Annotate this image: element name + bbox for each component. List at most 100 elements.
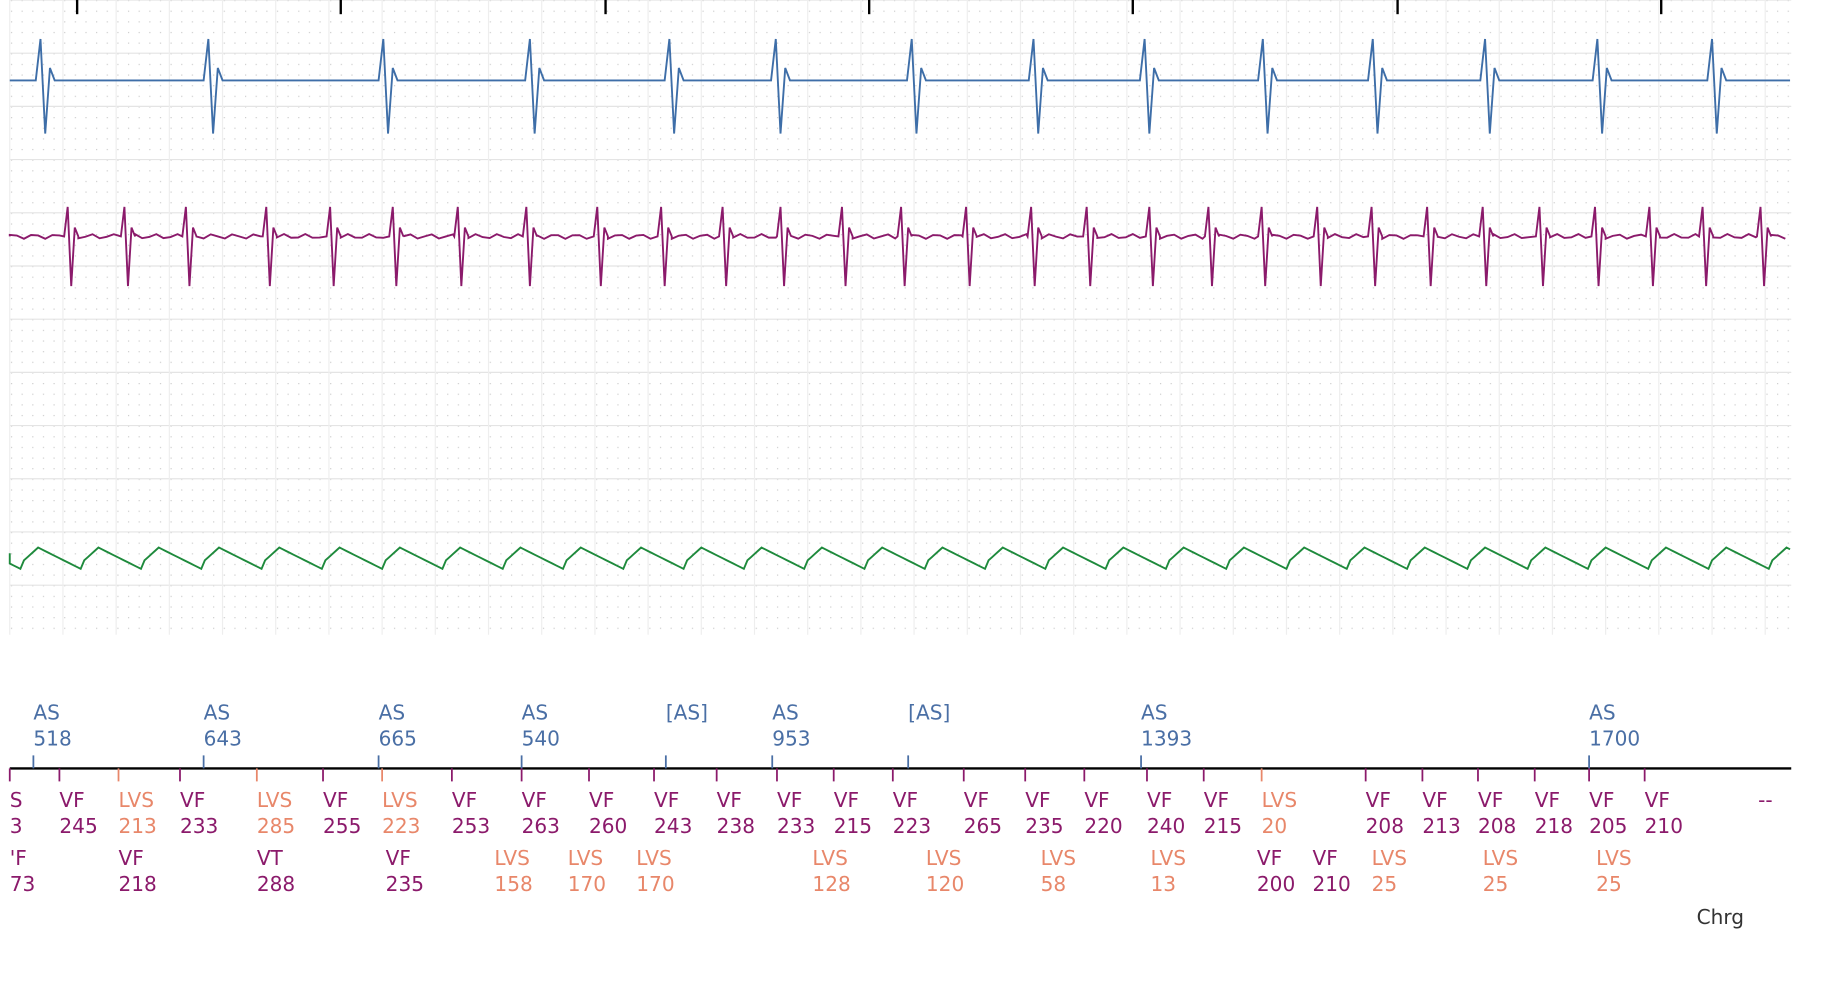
marker-value: 220	[1084, 814, 1122, 838]
marker-value: 200	[1257, 872, 1295, 896]
marker-label: LVS	[926, 846, 961, 870]
marker-label: VF	[1645, 788, 1670, 812]
marker-label: LVS	[494, 846, 529, 870]
marker-value: 223	[893, 814, 931, 838]
marker-label: LVS	[119, 788, 154, 812]
marker-label: VF	[834, 788, 859, 812]
far-field-trace	[8, 546, 1791, 571]
marker-label: VF	[386, 846, 411, 870]
marker-value: 1393	[1141, 727, 1192, 751]
marker-value: 243	[654, 814, 692, 838]
marker-value: 218	[1535, 814, 1573, 838]
marker-label: LVS	[1041, 846, 1076, 870]
marker-label: [AS]	[666, 701, 708, 725]
marker-label: VF	[589, 788, 614, 812]
marker-label: VF	[1204, 788, 1229, 812]
marker-label: AS	[772, 701, 798, 725]
marker-value: 210	[1312, 872, 1350, 896]
marker-value: 158	[494, 872, 532, 896]
marker-value: 643	[204, 727, 242, 751]
marker-label: VF	[452, 788, 477, 812]
marker-label: VF	[1257, 846, 1282, 870]
marker-value: 213	[119, 814, 157, 838]
marker-value: 13	[1151, 872, 1177, 896]
marker-value: 218	[119, 872, 157, 896]
marker-label: VF	[1422, 788, 1447, 812]
grid-dots	[9, 0, 1792, 635]
marker-label: --	[1758, 788, 1773, 812]
marker-label: LVS	[1483, 846, 1518, 870]
marker-label: VF	[1589, 788, 1614, 812]
marker-value: 213	[1422, 814, 1460, 838]
grid	[9, 0, 1792, 635]
marker-value: 238	[717, 814, 755, 838]
marker-label: VF	[893, 788, 918, 812]
marker-value: 518	[33, 727, 71, 751]
marker-label: VF	[717, 788, 742, 812]
marker-label: VT	[257, 846, 284, 870]
marker-label: VF	[1312, 846, 1337, 870]
marker-value: 245	[59, 814, 97, 838]
marker-label: LVS	[1372, 846, 1407, 870]
marker-label: VF	[1366, 788, 1391, 812]
marker-value: 58	[1041, 872, 1067, 896]
marker-label: AS	[522, 701, 548, 725]
marker-value: 208	[1478, 814, 1516, 838]
marker-value: 3	[10, 814, 23, 838]
marker-value: 120	[926, 872, 964, 896]
marker-value: 263	[522, 814, 560, 838]
marker-value: 205	[1589, 814, 1627, 838]
ventricular-trace	[8, 206, 1786, 287]
marker-value: 73	[10, 872, 36, 896]
marker-value: 288	[257, 872, 295, 896]
marker-label: VF	[1478, 788, 1503, 812]
marker-value: 240	[1147, 814, 1185, 838]
status-text: Chrg	[1697, 905, 1744, 929]
marker-label: LVS	[382, 788, 417, 812]
marker-value: 20	[1262, 814, 1288, 838]
marker-value: 233	[777, 814, 815, 838]
marker-label: VF	[1535, 788, 1560, 812]
marker-label: LVS	[636, 846, 671, 870]
marker-value: 953	[772, 727, 810, 751]
marker-label: VF	[964, 788, 989, 812]
marker-value: 285	[257, 814, 295, 838]
marker-value: 260	[589, 814, 627, 838]
marker-label: VF	[119, 846, 144, 870]
marker-label: LVS	[568, 846, 603, 870]
marker-label: 'F	[10, 846, 27, 870]
marker-value: 255	[323, 814, 361, 838]
marker-label: LVS	[257, 788, 292, 812]
marker-label: AS	[1589, 701, 1615, 725]
marker-value: 235	[1025, 814, 1063, 838]
atrial-trace	[9, 38, 1791, 134]
marker-value: 1700	[1589, 727, 1640, 751]
marker-label: VF	[654, 788, 679, 812]
marker-value: 235	[386, 872, 424, 896]
marker-label: AS	[204, 701, 230, 725]
marker-value: 540	[522, 727, 560, 751]
traces	[8, 38, 1791, 571]
marker-label: AS	[379, 701, 405, 725]
marker-label: VF	[1025, 788, 1050, 812]
marker-value: 170	[568, 872, 606, 896]
marker-value: 25	[1483, 872, 1509, 896]
marker-label: AS	[33, 701, 59, 725]
marker-label: VF	[323, 788, 348, 812]
marker-value: 215	[1204, 814, 1242, 838]
marker-label: VF	[1147, 788, 1172, 812]
marker-value: 265	[964, 814, 1002, 838]
marker-value: 25	[1596, 872, 1622, 896]
marker-label: [AS]	[908, 701, 950, 725]
marker-value: 223	[382, 814, 420, 838]
marker-value: 25	[1372, 872, 1398, 896]
marker-value: 665	[379, 727, 417, 751]
marker-label: LVS	[1596, 846, 1631, 870]
marker-value: 170	[636, 872, 674, 896]
marker-label: VF	[59, 788, 84, 812]
marker-value: 253	[452, 814, 490, 838]
marker-label: LVS	[1262, 788, 1297, 812]
marker-label: VF	[180, 788, 205, 812]
